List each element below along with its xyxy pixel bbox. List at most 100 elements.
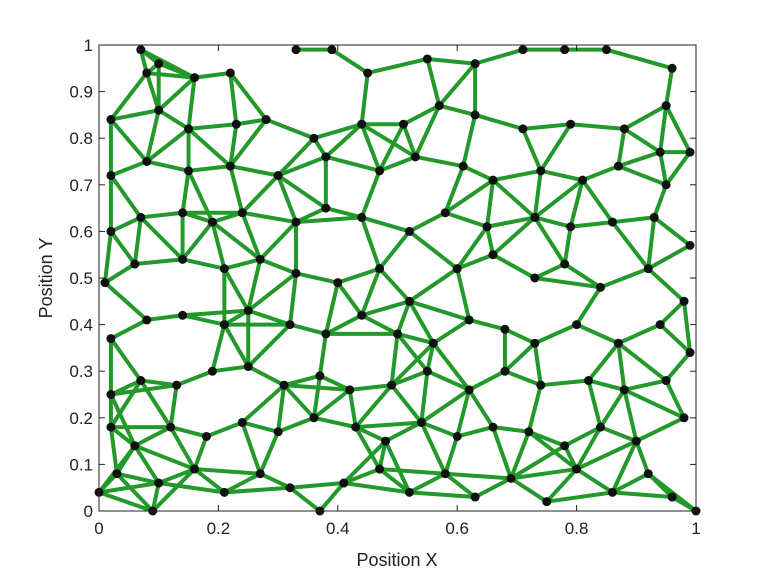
edge-line [353,425,388,444]
y-tick-label: 0.4 [69,316,93,335]
node-point [130,259,140,269]
node-point [428,338,438,348]
edge-line [598,387,627,430]
node-point [375,166,385,176]
nodes-layer [94,45,701,516]
x-tick-label: 0.4 [326,519,350,538]
edge-line [473,112,525,131]
node-point [261,115,271,125]
node-point [393,329,402,339]
edge-line [526,429,579,472]
node-point [595,282,605,292]
edge-line [520,122,573,131]
edge-line [222,266,251,313]
edge-line [359,299,412,318]
node-point [339,478,349,488]
edge-line [455,425,496,439]
edge-line [574,467,615,495]
node-point [387,380,397,390]
node-point [470,59,480,69]
edge-line [538,378,591,388]
edge-line [276,136,316,178]
edge-line [288,322,328,336]
edge-line [156,75,197,113]
edge-line [359,313,400,336]
node-point [190,73,200,83]
edge-line [658,322,693,355]
edge-line [491,178,537,220]
edge-line [473,47,525,66]
edge-line [377,467,448,476]
edge-line [437,61,478,108]
edge-line [108,392,137,448]
edge-line [532,341,543,388]
edge-line [108,229,137,267]
node-point [375,464,385,474]
node-point [416,417,426,427]
node-point [470,110,480,120]
edge-line [568,122,627,131]
edge-line [491,168,543,183]
node-point [315,371,325,381]
x-tick-label: 1 [691,519,700,538]
edge-line [664,66,675,108]
edge-line [222,471,263,495]
node-point [142,157,152,166]
node-point [321,152,331,162]
edge-line [222,485,293,495]
node-point [321,329,331,339]
edge-line [210,322,227,374]
node-point [679,296,689,306]
node-point [422,54,432,64]
node-point [661,101,671,111]
edge-line [544,467,579,504]
edge-line [108,108,161,122]
node-point [237,417,247,427]
edge-line [574,425,603,472]
edge-line [413,103,442,159]
node-point [619,385,629,395]
edge-line [455,224,490,271]
edge-line [461,164,496,183]
edge-line [562,425,603,448]
node-point [184,124,194,134]
edge-line [108,425,137,448]
edge-line [108,173,143,220]
edge-line [359,266,382,318]
edge-line [138,210,185,220]
y-tick-label: 0.5 [69,269,93,288]
y-tick-label: 0.2 [69,409,93,428]
edge-line [383,439,412,495]
node-point [333,278,343,288]
node-point [142,315,152,325]
edge-line [138,378,179,388]
edge-line [359,215,412,234]
edge-line [168,425,197,472]
edge-line [443,434,460,476]
edge-line [359,168,382,220]
edge-line [246,271,299,313]
edge-line [144,108,161,164]
node-point [327,45,337,55]
edge-line [114,471,161,486]
edge-line [222,257,263,271]
edge-line [616,341,627,392]
edge-line [228,164,281,178]
edge-line [610,490,675,500]
edge-line [389,341,436,388]
edge-line [586,378,603,430]
edge-line [317,481,346,511]
edge-line [132,425,173,448]
edge-line [664,378,687,420]
node-point [106,170,116,180]
node-point [584,376,594,386]
edge-line [652,182,669,220]
node-point [178,310,188,320]
edge-line [294,271,340,285]
edge-line [192,70,233,80]
edge-line [508,476,549,504]
edge-line [401,103,442,127]
edge-line [288,485,322,511]
node-point [470,492,480,502]
y-axis-label: Position Y [36,238,56,319]
